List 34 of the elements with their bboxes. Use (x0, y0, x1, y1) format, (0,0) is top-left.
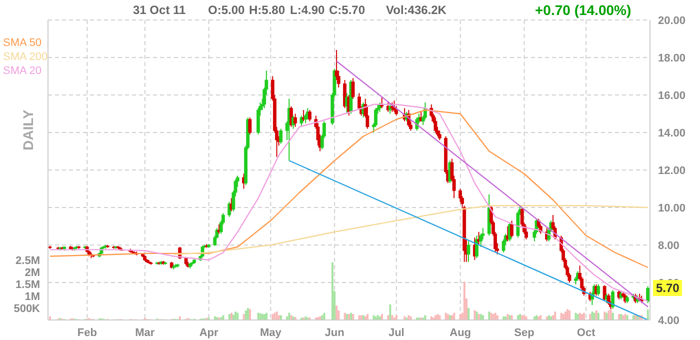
y2-tick-label: 1M (24, 290, 40, 303)
y-tick-label: 12.00 (658, 164, 686, 177)
text: 31 Oct 11 (133, 3, 186, 17)
y-tick-label: 4.00 (658, 314, 680, 327)
y-tick-label: 16.00 (658, 90, 686, 102)
y-tick-label: 14.00 (658, 127, 686, 140)
text: SMA 200 (3, 50, 48, 64)
text: Vol:436.2K (386, 3, 446, 17)
y-tick-label: 8.00 (658, 240, 680, 252)
y2-tick-label: 500K (14, 302, 40, 315)
x-tick-label: Sep (514, 326, 535, 339)
x-tick-label: Jul (388, 326, 404, 339)
x-tick-label: Jun (324, 326, 345, 339)
text: DAILY (20, 110, 36, 150)
annotation: 5.70 (653, 280, 682, 296)
x-tick-label: Oct (576, 326, 596, 339)
y-tick-label: 20.00 (658, 14, 686, 27)
text: SMA 20 (3, 64, 43, 78)
y2-tick-label: 1.5M (16, 278, 40, 291)
x-tick-label: Mar (135, 326, 156, 339)
y-tick-label: 10.00 (658, 202, 686, 214)
x-tick-label: Apr (199, 326, 219, 339)
text: SMA 50 (3, 36, 43, 50)
text: C:5.70 (329, 3, 366, 17)
text: O:5.00 (208, 3, 245, 17)
x-tick-label: Aug (450, 326, 472, 339)
y-tick-label: 18.00 (658, 52, 686, 64)
text: L:4.90 (290, 3, 325, 17)
text: +0.70 (14.00%) (535, 2, 632, 18)
x-tick-label: Feb (77, 326, 98, 339)
y2-tick-label: 2M (24, 266, 40, 279)
x-tick-label: May (260, 326, 282, 339)
y2-tick-label: 2.5M (16, 254, 40, 267)
text: H:5.80 (249, 3, 286, 17)
